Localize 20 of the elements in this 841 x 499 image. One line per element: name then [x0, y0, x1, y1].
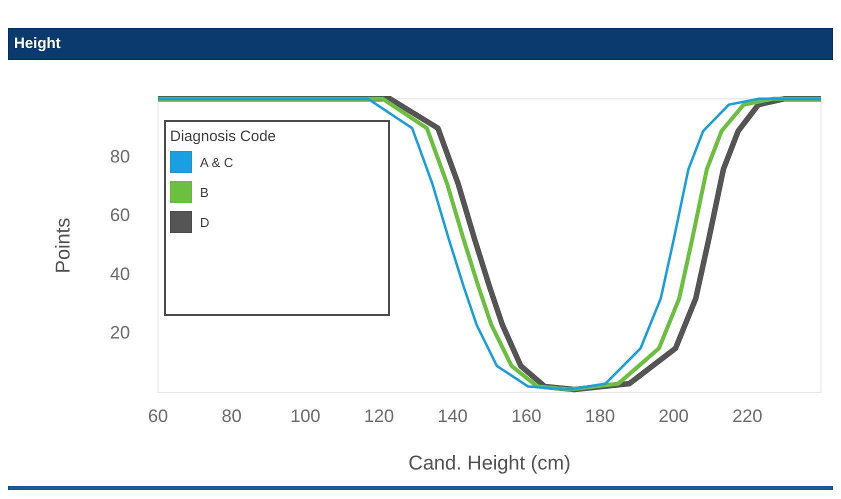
legend-label: D — [200, 214, 210, 230]
x-tick-label: 200 — [658, 406, 689, 426]
legend-label: B — [200, 184, 209, 200]
y-axis-title: Points — [52, 218, 75, 274]
y-tick-label: 80 — [110, 146, 130, 166]
x-tick-label: 60 — [148, 406, 168, 426]
x-axis-title: Cand. Height (cm) — [408, 452, 571, 475]
legend-title: Diagnosis Code — [170, 128, 277, 145]
x-tick-label: 180 — [584, 406, 616, 426]
y-tick-label: 60 — [110, 205, 130, 226]
y-tick-label: 20 — [110, 322, 130, 343]
y-tick-label: 40 — [110, 264, 130, 284]
x-tick-label: 220 — [732, 406, 762, 426]
x-tick-label: 140 — [438, 406, 468, 426]
legend-label: A & C — [200, 154, 234, 170]
text: Height — [8, 28, 833, 60]
x-tick-label: 120 — [364, 406, 394, 426]
x-tick-label: 80 — [222, 406, 242, 426]
x-tick-label: 160 — [511, 406, 542, 426]
x-tick-label: 100 — [290, 406, 320, 426]
